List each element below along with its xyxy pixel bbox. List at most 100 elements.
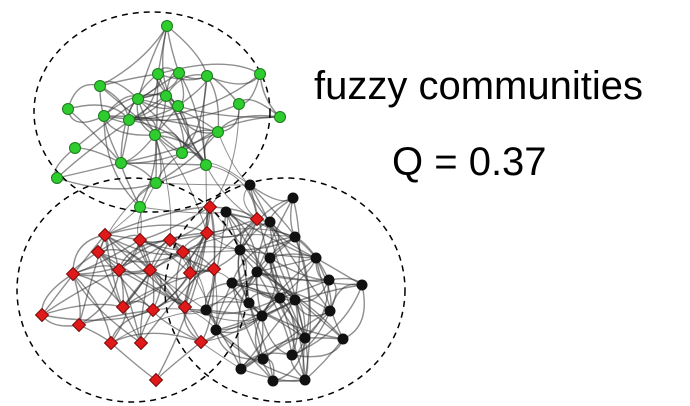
black-node: [324, 305, 336, 317]
graph-edge: [103, 115, 219, 133]
red-node: [65, 266, 81, 282]
red-community-circle: [16, 177, 248, 403]
green-node: [149, 129, 161, 141]
black-node: [274, 292, 286, 304]
red-node: [97, 227, 113, 243]
graph-edge: [149, 269, 202, 343]
red-node: [202, 199, 218, 215]
green-node: [98, 110, 110, 122]
red-node: [193, 334, 209, 350]
graph-edge: [152, 308, 207, 311]
diagram-label: fuzzy communities: [314, 64, 643, 108]
graph-edge: [215, 299, 296, 331]
black-node: [220, 206, 232, 218]
black-node: [256, 310, 268, 322]
black-node: [251, 266, 263, 278]
graph-edge: [248, 302, 344, 340]
green-node: [132, 93, 144, 105]
black-node: [299, 374, 311, 386]
green-node: [115, 157, 127, 169]
graph-edge: [269, 221, 331, 312]
black-node: [356, 279, 368, 291]
black-node: [267, 375, 279, 387]
graph-edge: [103, 115, 141, 208]
graph-edge: [41, 234, 106, 316]
green-community-circle: [33, 11, 271, 213]
graph-edge: [99, 73, 159, 87]
graph-edge: [256, 271, 344, 340]
red-node: [249, 211, 265, 227]
graph-edge: [342, 284, 365, 340]
green-node: [212, 126, 224, 138]
red-node: [148, 372, 164, 388]
green-node: [160, 90, 172, 102]
nodes: [34, 20, 368, 388]
green-node: [69, 142, 81, 154]
graph-edge: [41, 303, 124, 316]
graph-edge: [166, 25, 208, 77]
green-node: [150, 177, 162, 189]
graph-edge: [239, 197, 294, 251]
graph-edge: [155, 182, 251, 186]
black-node: [337, 333, 349, 345]
graph-edge: [205, 211, 227, 311]
black-node: [299, 332, 311, 344]
green-node: [176, 147, 188, 159]
green-node: [152, 68, 164, 80]
black-node: [257, 353, 269, 365]
red-node: [206, 261, 222, 277]
green-node: [134, 201, 146, 213]
graph-edge: [225, 211, 250, 304]
graph-edge: [104, 224, 208, 236]
graph-edge: [315, 257, 344, 340]
black-node: [264, 252, 276, 264]
graph-edge: [110, 309, 207, 344]
red-node: [115, 299, 131, 315]
graph-edge: [304, 337, 344, 340]
black-node: [210, 324, 222, 336]
graph-edge: [205, 164, 258, 220]
red-node: [133, 335, 149, 351]
graph-edge: [137, 98, 207, 166]
red-node: [111, 262, 127, 278]
green-node: [161, 20, 173, 32]
graph-edge: [256, 271, 293, 356]
red-node: [182, 265, 198, 281]
black-node: [287, 192, 299, 204]
graph-edge: [67, 108, 122, 164]
graph-edge: [56, 177, 157, 190]
graph-edge: [149, 269, 207, 311]
black-node: [244, 179, 256, 191]
green-node: [274, 111, 286, 123]
black-community-circle: [164, 177, 406, 403]
graph-edge: [56, 95, 167, 179]
graph-edge: [215, 271, 258, 331]
graph-edge: [78, 324, 112, 344]
graph-edge: [231, 282, 331, 312]
graph-edge: [155, 131, 219, 184]
graph-edge: [206, 75, 240, 105]
graph-edge: [137, 98, 219, 133]
black-node: [243, 297, 255, 309]
graph-edge: [217, 131, 251, 186]
black-node: [226, 277, 238, 289]
graph-edge: [294, 236, 310, 339]
black-node: [289, 294, 301, 306]
graph-edge: [200, 297, 281, 343]
red-node: [142, 262, 158, 278]
graph-edge: [269, 221, 296, 301]
red-node: [71, 317, 87, 333]
graph-edge: [78, 234, 106, 326]
green-node: [233, 98, 245, 110]
black-node: [235, 363, 247, 375]
red-node: [145, 302, 161, 318]
graph-edge: [97, 251, 142, 344]
red-node: [103, 335, 119, 351]
graph-edge: [110, 332, 202, 344]
green-node: [94, 80, 106, 92]
red-node: [34, 307, 50, 323]
green-node: [172, 100, 184, 112]
green-node: [200, 159, 212, 171]
